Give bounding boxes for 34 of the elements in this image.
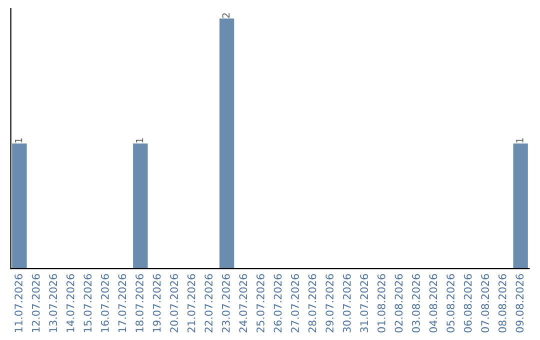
- x-tick-label: 25.07.2026: [256, 274, 264, 332]
- x-tick-label: 27.07.2026: [291, 274, 299, 332]
- x-tick-label: 17.07.2026: [118, 274, 126, 332]
- x-tick-label: 22.07.2026: [204, 274, 213, 332]
- x-tick-label: 07.08.2026: [481, 274, 490, 332]
- x-tick-label: 04.08.2026: [429, 274, 438, 332]
- x-tick-label: 29.07.2026: [326, 274, 334, 332]
- x-tick-label: 21.07.2026: [187, 274, 196, 332]
- x-tick-label: 23.07.2026: [222, 274, 230, 332]
- x-tick-label: 26.07.2026: [274, 274, 282, 332]
- x-tick-label: 08.08.2026: [498, 274, 506, 332]
- x-tick-label: 05.08.2026: [446, 274, 454, 332]
- data-label: 1: [516, 138, 524, 142]
- x-tick-label: 01.08.2026: [377, 274, 386, 332]
- x-tick-label: 20.07.2026: [170, 274, 178, 332]
- x-tick-label: 14.07.2026: [66, 274, 74, 332]
- x-tick-label: 19.07.2026: [152, 274, 161, 332]
- x-tick-label: 15.07.2026: [84, 274, 92, 332]
- x-tick-label: 11.07.2026: [14, 274, 22, 332]
- x-tick-label: 13.07.2026: [49, 274, 58, 332]
- x-tick-label: 03.08.2026: [412, 274, 420, 332]
- x-tick-label: 18.07.2026: [136, 274, 144, 332]
- x-tick-label: 09.08.2026: [516, 274, 524, 332]
- x-tick-label: 02.08.2026: [394, 274, 403, 332]
- data-label: 1: [15, 138, 22, 142]
- x-tick-label: 24.07.2026: [239, 274, 248, 332]
- x-tick-label: 31.07.2026: [360, 274, 368, 332]
- x-tick-label: 16.07.2026: [100, 274, 109, 332]
- data-label: 1: [136, 138, 144, 142]
- x-tick-label: 06.08.2026: [464, 274, 472, 332]
- x-tick-label: 30.07.2026: [342, 274, 351, 332]
- x-tick-label: 12.07.2026: [32, 274, 40, 332]
- data-label: 2: [222, 13, 230, 18]
- x-tick-label: 28.07.2026: [308, 274, 316, 332]
